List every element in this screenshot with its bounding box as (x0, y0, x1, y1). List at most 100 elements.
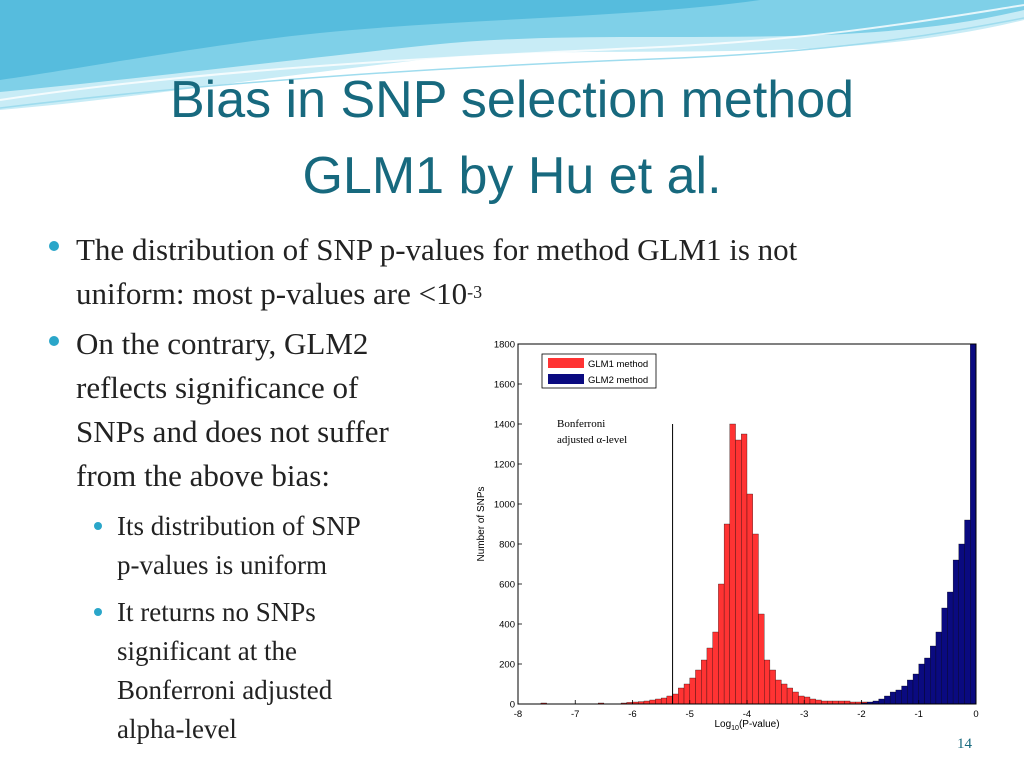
glm1-bar (769, 669, 776, 705)
glm2-bar (970, 343, 977, 705)
y-axis-label: Number of SNPs (476, 486, 487, 561)
slide-title-line2: GLM1 by Hu et al. (302, 147, 722, 205)
glm1-bar (655, 698, 662, 705)
glm1-bar (695, 669, 702, 705)
glm2-bar (895, 689, 902, 705)
x-tick-label: -1 (915, 709, 923, 720)
x-tick-label: -2 (857, 709, 865, 720)
glm2-bar (935, 631, 942, 705)
sub-bullet-dot-icon (94, 522, 102, 530)
glm1-bar (672, 693, 679, 705)
glm1-bar (706, 647, 713, 705)
x-tick-label: -7 (571, 709, 579, 720)
bonferroni-annotation-line1: Bonferroni (557, 418, 605, 430)
glm1-bar (666, 695, 673, 705)
glm2-bar (889, 691, 896, 705)
glm2-bar (912, 673, 919, 705)
bullet-2-line: reflects significance of (76, 370, 359, 405)
y-tick-label: 0 (510, 700, 515, 711)
y-tick-label: 1400 (494, 420, 515, 431)
sub-bullet-2-line: significant at the (117, 636, 297, 666)
glm1-bar (729, 423, 736, 705)
glm1-bar (809, 698, 816, 705)
bullet-2: On the contrary, GLM2 reflects significa… (76, 322, 389, 498)
glm1-bar (718, 583, 725, 705)
glm1-bar (804, 696, 811, 705)
bonferroni-annotation-line2: adjusted α-level (557, 434, 627, 446)
glm1-bar (660, 697, 667, 705)
y-tick-label: 1600 (494, 380, 515, 391)
glm1-bar (792, 691, 799, 705)
bullet-2-line: from the above bias: (76, 458, 330, 493)
y-tick-label: 600 (499, 580, 515, 591)
sub-bullet-2: It returns no SNPs significant at the Bo… (117, 593, 332, 749)
legend: GLM1 method GLM2 method (541, 353, 657, 389)
y-tick-label: 200 (499, 660, 515, 671)
sub-bullet-1-line: p-values is uniform (117, 550, 327, 580)
sub-bullet-1: Its distribution of SNP p-values is unif… (117, 507, 361, 585)
sub-bullet-2-line: alpha-level (117, 714, 237, 744)
glm1-bar (723, 523, 730, 705)
glm1-bar (752, 533, 759, 705)
glm1-bar (786, 687, 793, 705)
bullet-1-line2: uniform: most p-values are <10-3 (76, 276, 483, 311)
glm1-bar (746, 493, 753, 705)
x-tick-label: 0 (973, 709, 978, 720)
legend-label-glm2: GLM2 method (588, 375, 648, 386)
glm1-bar (701, 659, 708, 705)
x-axis-label: Log10(P-value) (714, 719, 779, 732)
glm2-bar (918, 663, 925, 705)
glm1-bar (741, 433, 748, 705)
glm1-bar (798, 695, 805, 705)
header-wave-decoration (0, 0, 1024, 110)
glm1-bar (649, 699, 656, 705)
x-tick-label: -3 (800, 709, 808, 720)
x-tick-label: -8 (514, 709, 522, 720)
bullet-1-line1: The distribution of SNP p-values for met… (76, 232, 798, 267)
glm2-bar (884, 695, 891, 705)
sub-bullet-1-line: Its distribution of SNP (117, 511, 361, 541)
glm2-bar (952, 559, 959, 705)
glm1-bar (758, 613, 765, 705)
sub-bullet-dot-icon (94, 608, 102, 616)
glm2-bar (947, 591, 954, 705)
slide-number: 14 (957, 736, 972, 752)
glm1-bar (781, 683, 788, 705)
bullet-dot-icon (49, 336, 59, 346)
x-tick-label: -4 (743, 709, 751, 720)
glm2-bar (941, 607, 948, 705)
y-tick-label: 400 (499, 620, 515, 631)
sub-bullet-2-line: It returns no SNPs (117, 597, 316, 627)
histogram-chart: -8 -7 -6 -5 -4 -3 -2 -1 0 0 200 400 600 800 1000 1200 14… (470, 322, 992, 740)
bullet-2-line: SNPs and does not suffer (76, 414, 389, 449)
legend-swatch-glm1 (548, 358, 584, 368)
glm2-bar (878, 698, 885, 705)
y-tick-label: 1000 (494, 500, 515, 511)
glm1-bar (678, 687, 685, 705)
bullet-dot-icon (49, 241, 59, 251)
glm1-bar (689, 677, 696, 705)
glm2-bar (901, 685, 908, 705)
glm2-bar (907, 679, 914, 705)
glm1-bar (775, 679, 782, 705)
x-tick-label: -5 (686, 709, 694, 720)
glm2-bar (930, 645, 937, 705)
y-tick-label: 800 (499, 540, 515, 551)
glm1-bar (764, 659, 771, 705)
bullet-1: The distribution of SNP p-values for met… (76, 228, 797, 316)
legend-swatch-glm2 (548, 374, 584, 384)
glm2-bar (958, 543, 965, 705)
y-tick-label: 1200 (494, 460, 515, 471)
y-tick-label: 1800 (494, 340, 515, 351)
sub-bullet-2-line: Bonferroni adjusted (117, 675, 333, 705)
glm1-bar (683, 683, 690, 705)
slide-title-line1: Bias in SNP selection method (169, 71, 855, 129)
x-tick-label: -6 (628, 709, 636, 720)
legend-label-glm1: GLM1 method (588, 359, 648, 370)
glm1-bar (735, 439, 742, 705)
glm2-bar (964, 519, 971, 705)
glm1-bar (712, 631, 719, 705)
bullet-2-line: On the contrary, GLM2 (76, 326, 369, 361)
glm1-bar (815, 699, 822, 705)
glm2-bar (924, 657, 931, 705)
